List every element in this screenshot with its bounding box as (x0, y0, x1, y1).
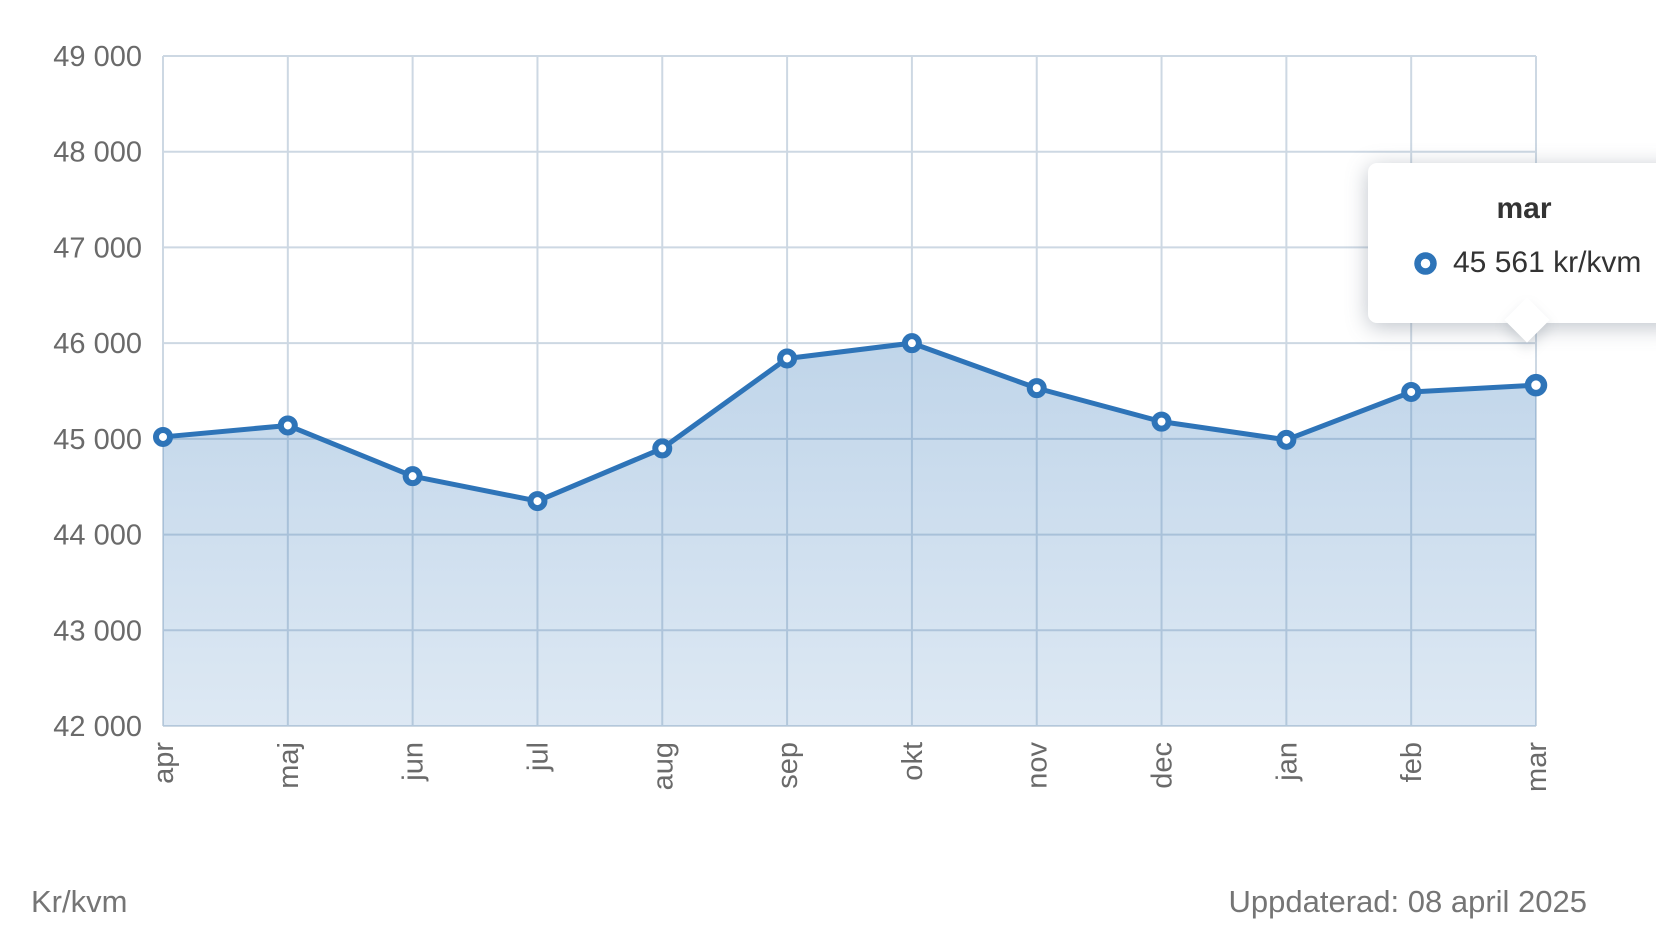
data-point-marker[interactable] (527, 491, 548, 512)
data-point-marker[interactable] (1026, 378, 1047, 399)
x-axis-tick-label: feb (1396, 742, 1428, 782)
y-axis-tick-label: 42 000 (53, 711, 142, 743)
data-point-marker[interactable] (777, 348, 798, 369)
x-axis-tick-label: nov (1022, 742, 1054, 789)
data-point-marker[interactable] (901, 333, 922, 354)
data-point-marker[interactable] (652, 438, 673, 459)
y-axis-tick-label: 49 000 (53, 41, 142, 73)
y-axis-tick-label: 48 000 (53, 137, 142, 169)
x-axis-tick-label: maj (273, 742, 305, 789)
price-trend-chart: 49 000 48 000 47 000 46 000 45 000 44 000 43 0… (53, 41, 1553, 792)
x-axis-tick-label: jan (1271, 742, 1303, 782)
y-axis-tick-label: 43 000 (53, 615, 142, 647)
chart-tooltip: mar 45 561 kr/kvm (1368, 163, 1656, 343)
updated-date-label: Uppdaterad: 08 april 2025 (1228, 884, 1587, 919)
x-axis-tick-label: jul (522, 742, 554, 772)
series-line (160, 340, 1539, 504)
tooltip-value-row: 45 561 kr/kvm (1368, 246, 1656, 280)
x-axis-tick-label: sep (772, 742, 804, 789)
x-axis-tick-label: okt (897, 742, 929, 781)
y-axis-unit-label: Kr/kvm (31, 884, 128, 919)
x-axis-tick-label: mar (1521, 742, 1553, 792)
y-axis-tick-label: 47 000 (53, 232, 142, 264)
tooltip-month: mar (1496, 192, 1552, 225)
y-axis-tick-label: 46 000 (53, 328, 142, 360)
series-area (163, 343, 1536, 726)
x-axis-tick-label: dec (1147, 742, 1179, 789)
y-axis-tick-label: 45 000 (53, 424, 142, 456)
y-axis-tick-label: 44 000 (53, 520, 142, 552)
data-point-marker[interactable] (277, 415, 298, 436)
data-point-marker-hovered[interactable] (1524, 373, 1548, 397)
tooltip-value: 45 561 kr/kvm (1453, 246, 1642, 279)
series-marker-icon (1414, 251, 1437, 275)
x-axis-tick-label: apr (148, 742, 180, 784)
x-axis-tick-label: jun (398, 742, 430, 782)
data-point-marker[interactable] (1151, 411, 1172, 432)
x-axis-tick-label: aug (647, 742, 679, 790)
data-point-marker[interactable] (1401, 381, 1422, 402)
data-point-marker[interactable] (402, 466, 423, 487)
data-point-marker[interactable] (153, 426, 173, 447)
data-point-marker[interactable] (1276, 429, 1297, 450)
